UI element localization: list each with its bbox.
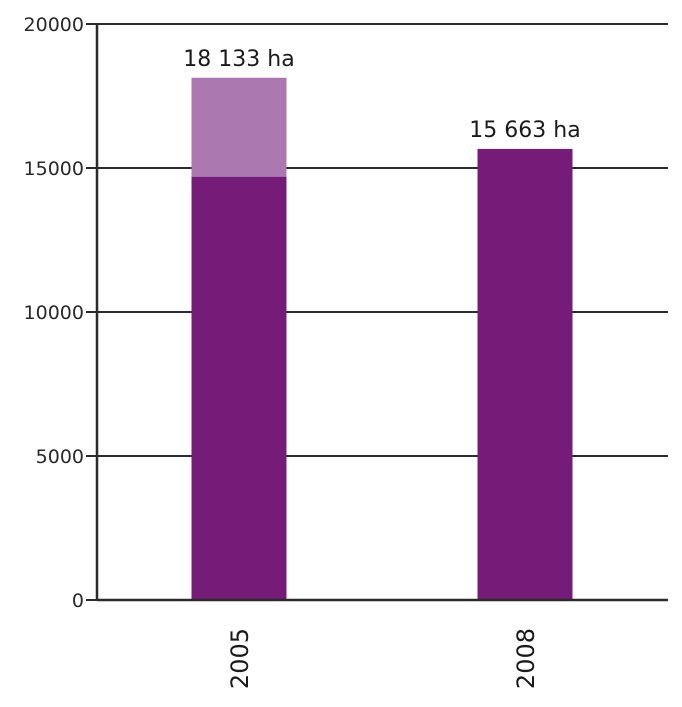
- y-tick-label: 10000: [24, 302, 84, 324]
- y-tick-label: 0: [72, 590, 84, 612]
- y-tick-label: 5000: [36, 446, 84, 468]
- data-label-2008: 15 663 ha: [469, 118, 580, 143]
- bar-2008-segment-1: [477, 148, 573, 601]
- y-tick-label: 15000: [24, 158, 84, 180]
- bar-2005-segment-1: [191, 176, 287, 600]
- y-tick-labels: 0 5000 10000 15000 20000: [24, 14, 84, 612]
- y-tick-label: 20000: [24, 14, 84, 36]
- bar-2005-segment-2: [191, 77, 287, 177]
- x-category-labels: 2005 2008: [226, 628, 540, 689]
- bars-layer: [191, 77, 573, 601]
- axis-layer: [95, 24, 668, 602]
- data-labels: 18 133 ha 15 663 ha: [183, 47, 580, 143]
- category-label-2005: 2005: [226, 628, 254, 689]
- grid-layer: [86, 23, 668, 601]
- data-label-2005: 18 133 ha: [183, 47, 294, 72]
- category-label-2008: 2008: [512, 628, 540, 689]
